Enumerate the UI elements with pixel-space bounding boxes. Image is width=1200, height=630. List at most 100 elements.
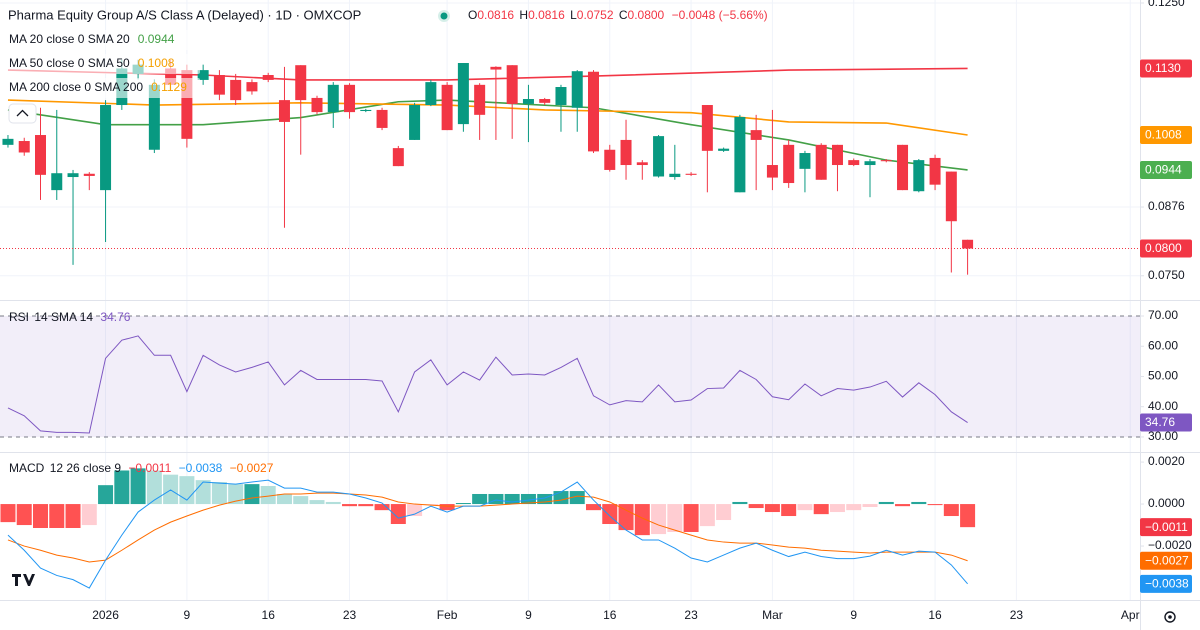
- candle-body: [636, 162, 648, 166]
- candle-body: [685, 173, 697, 175]
- candle-body: [148, 84, 160, 150]
- candle-body: [555, 87, 567, 106]
- histogram-bar: [683, 504, 699, 532]
- y-tick-label: 0.0876: [1148, 199, 1185, 213]
- price-tag-label: −0.0011: [1145, 520, 1188, 534]
- candle-body: [945, 171, 957, 222]
- histogram-bar: [699, 504, 715, 527]
- x-tick-label: 2026: [92, 608, 119, 622]
- settings-button[interactable]: [1164, 611, 1176, 623]
- histogram-bar: [179, 476, 195, 505]
- histogram-bar: [846, 504, 862, 511]
- histogram-bar: [244, 484, 260, 505]
- legend-row-bg: [4, 30, 200, 50]
- status-dot: [440, 12, 448, 20]
- legend-row-bg: [4, 54, 200, 74]
- candle-body: [734, 117, 746, 193]
- indicator-name: RSI: [9, 310, 29, 324]
- candle-body: [913, 160, 925, 192]
- histogram-bar: [195, 480, 211, 505]
- candle-body: [897, 144, 909, 191]
- candle-body: [392, 148, 404, 167]
- histogram-bar: [943, 504, 959, 517]
- histogram-bar: [211, 482, 227, 505]
- histogram-bar: [260, 486, 276, 505]
- histogram-bar: [829, 504, 845, 513]
- price-tag-label: 0.1008: [1145, 128, 1182, 142]
- candle-body: [344, 84, 356, 113]
- x-tick-label: 23: [1010, 608, 1024, 622]
- x-tick-label: 9: [525, 608, 532, 622]
- price-tag-label: 0.0944: [1145, 163, 1182, 177]
- x-tick-label: 23: [343, 608, 357, 622]
- price-tag-label: 0.1130: [1145, 61, 1181, 75]
- candle-body: [831, 144, 843, 166]
- candle-body: [83, 173, 95, 176]
- histogram-bar: [862, 504, 878, 508]
- ohlc-legend: O0.0816 H0.0816 L0.0752 C0.0800 −0.0048 …: [468, 8, 768, 22]
- ohlc-value: 0.0800: [628, 8, 665, 22]
- y-tick-label: 0.1250: [1148, 0, 1185, 9]
- candle-body: [474, 84, 486, 115]
- histogram-bar: [439, 504, 455, 511]
- candle-body: [457, 63, 469, 125]
- x-tick-label: Apr: [1121, 608, 1140, 622]
- candle-body: [539, 99, 551, 103]
- candle-body: [571, 71, 583, 108]
- price-tag: [1140, 239, 1192, 258]
- legend-value: 0.1008: [138, 56, 175, 70]
- histogram-bar: [488, 493, 504, 505]
- x-tick-label: 23: [684, 608, 698, 622]
- x-tick-label: Feb: [437, 608, 458, 622]
- y-tick-label: 0.0020: [1148, 454, 1185, 468]
- price-tag: [1140, 574, 1192, 593]
- gear-center: [1168, 615, 1172, 619]
- rsi-legend: RSI 14 SMA 14 34.76: [9, 310, 131, 324]
- x-tick-label: 16: [603, 608, 617, 622]
- histogram-bar: [0, 504, 16, 523]
- candle-body: [197, 70, 209, 80]
- candle-body: [718, 148, 730, 151]
- histogram-bar: [374, 504, 390, 511]
- price-tag: [1140, 551, 1192, 570]
- candle-body: [604, 149, 616, 170]
- collapse-button[interactable]: [8, 103, 37, 124]
- candle-body: [929, 157, 941, 185]
- indicator-params: 14 SMA 14: [34, 310, 93, 324]
- candle-body: [799, 153, 811, 169]
- histogram-bar: [455, 503, 471, 505]
- histogram-bar: [569, 491, 585, 505]
- logo-mark: [12, 574, 35, 586]
- y-tick-label: 50.00: [1148, 369, 1178, 383]
- histogram-bar: [146, 470, 162, 505]
- histogram-bar: [163, 474, 179, 505]
- histogram-bar: [781, 504, 797, 517]
- ohlc-key: L: [570, 8, 577, 22]
- candle-body: [409, 105, 421, 140]
- histogram-bar: [732, 501, 748, 505]
- histogram-bar: [667, 504, 683, 532]
- candle-body: [34, 135, 46, 175]
- y-tick-label: 60.00: [1148, 338, 1178, 352]
- candle-body: [262, 75, 274, 80]
- candle-body: [588, 71, 600, 152]
- ohlc-key: C: [619, 8, 628, 22]
- histogram-bar: [911, 501, 927, 505]
- histogram-bar: [960, 504, 976, 528]
- histogram-bar: [81, 504, 97, 526]
- legend-entry: MA 200 close 0 SMA 200 0.1129: [9, 80, 187, 94]
- x-tick-label: 9: [184, 608, 191, 622]
- ohlc-key: O: [468, 8, 477, 22]
- ohlc-key: H: [519, 8, 528, 22]
- logo[interactable]: [10, 569, 38, 591]
- candle-body: [766, 165, 778, 178]
- panes: [0, 59, 1140, 589]
- histogram-bar: [927, 504, 943, 506]
- candle-body: [848, 160, 860, 166]
- histogram-bar: [407, 504, 423, 517]
- y-tick-label: 40.00: [1148, 399, 1178, 413]
- logo-bg: [10, 569, 38, 591]
- ma-legend: MA 20 close 0 SMA 20 0.0944 MA 50 close 0 …: [4, 30, 200, 98]
